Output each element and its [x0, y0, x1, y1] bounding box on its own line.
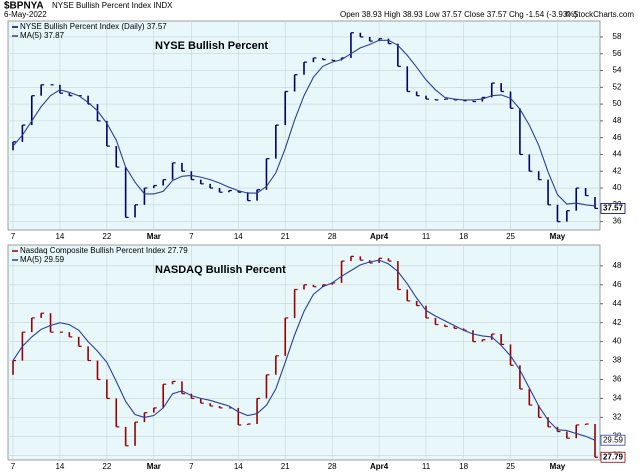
- last-value-box: [600, 451, 626, 463]
- legend-label: Nasdaq Composite Bullish Percent Index 2…: [20, 246, 188, 255]
- x-tick-label: 18: [459, 462, 468, 471]
- x-tick-label: Apr4: [370, 462, 389, 471]
- y-tick-label: 36: [613, 217, 622, 226]
- y-tick-label: 54: [613, 66, 622, 75]
- y-tick-label: 44: [613, 299, 622, 308]
- last-value: 37.57: [603, 204, 624, 213]
- date: 6-May-2022: [4, 10, 47, 19]
- y-tick-label: 40: [613, 183, 622, 192]
- y-tick-label: 40: [613, 337, 622, 346]
- symbol: $BPNYA: [4, 1, 44, 12]
- x-tick-label: Mar: [147, 462, 161, 471]
- x-tick-label: 14: [55, 462, 64, 471]
- x-tick-label: Mar: [147, 232, 161, 241]
- y-tick-label: 44: [613, 150, 622, 159]
- y-tick-label: 46: [613, 280, 622, 289]
- x-tick-label: 11: [422, 232, 431, 241]
- y-tick-label: 42: [613, 166, 622, 175]
- panel-title: NYSE Bullish Percent: [155, 40, 268, 52]
- x-tick-label: 25: [506, 462, 515, 471]
- y-tick-label: 48: [613, 261, 622, 270]
- x-tick-label: May: [550, 462, 566, 471]
- y-tick-label: 52: [613, 82, 622, 91]
- last-value-box: [600, 434, 626, 446]
- last-value: 27.79: [603, 452, 624, 461]
- x-tick-label: 21: [281, 462, 290, 471]
- quote: Open 38.93 High 38.93 Low 37.57 Close 37…: [340, 10, 577, 19]
- last-value-box: [600, 203, 626, 214]
- x-tick-label: 7: [11, 462, 16, 471]
- legend-label: MA(5) 37.87: [20, 31, 65, 40]
- legend-label: NYSE Bullish Percent Index (Daily) 37.57: [20, 22, 167, 31]
- x-tick-label: May: [550, 232, 566, 241]
- x-tick-label: 28: [328, 232, 337, 241]
- y-tick-label: 58: [613, 32, 622, 41]
- y-tick-label: 38: [613, 356, 622, 365]
- x-tick-label: 7: [11, 232, 16, 241]
- legend-label: MA(5) 29.59: [20, 255, 65, 264]
- y-tick-label: 48: [613, 116, 622, 125]
- x-tick-label: 21: [281, 232, 290, 241]
- y-tick-label: 46: [613, 133, 622, 142]
- y-tick-label: 32: [613, 412, 622, 421]
- source: © StockCharts.com: [565, 10, 634, 19]
- y-tick-label: 50: [613, 99, 622, 108]
- x-tick-label: 11: [422, 462, 431, 471]
- y-tick-label: 34: [613, 394, 622, 403]
- moving-average: [12, 259, 596, 441]
- x-tick-label: 25: [506, 232, 515, 241]
- x-tick-label: 7: [189, 232, 194, 241]
- x-tick-label: 14: [234, 462, 243, 471]
- plot-area: [7, 20, 601, 231]
- x-tick-label: 28: [328, 462, 337, 471]
- y-tick-label: 56: [613, 49, 622, 58]
- x-tick-label: 7: [189, 462, 194, 471]
- index-name: NYSE Bullish Percent Index INDX: [52, 1, 173, 10]
- y-tick-label: 42: [613, 318, 622, 327]
- moving-average: [12, 39, 596, 207]
- y-tick-label: 36: [613, 375, 622, 384]
- x-tick-label: Apr4: [370, 232, 389, 241]
- x-tick-label: 18: [459, 232, 468, 241]
- panel-title: NASDAQ Bullish Percent: [155, 264, 286, 276]
- x-tick-label: 14: [234, 232, 243, 241]
- x-tick-label: 22: [102, 462, 111, 471]
- last-value: 29.59: [603, 435, 624, 444]
- x-tick-label: 14: [55, 232, 64, 241]
- x-tick-label: 22: [102, 232, 111, 241]
